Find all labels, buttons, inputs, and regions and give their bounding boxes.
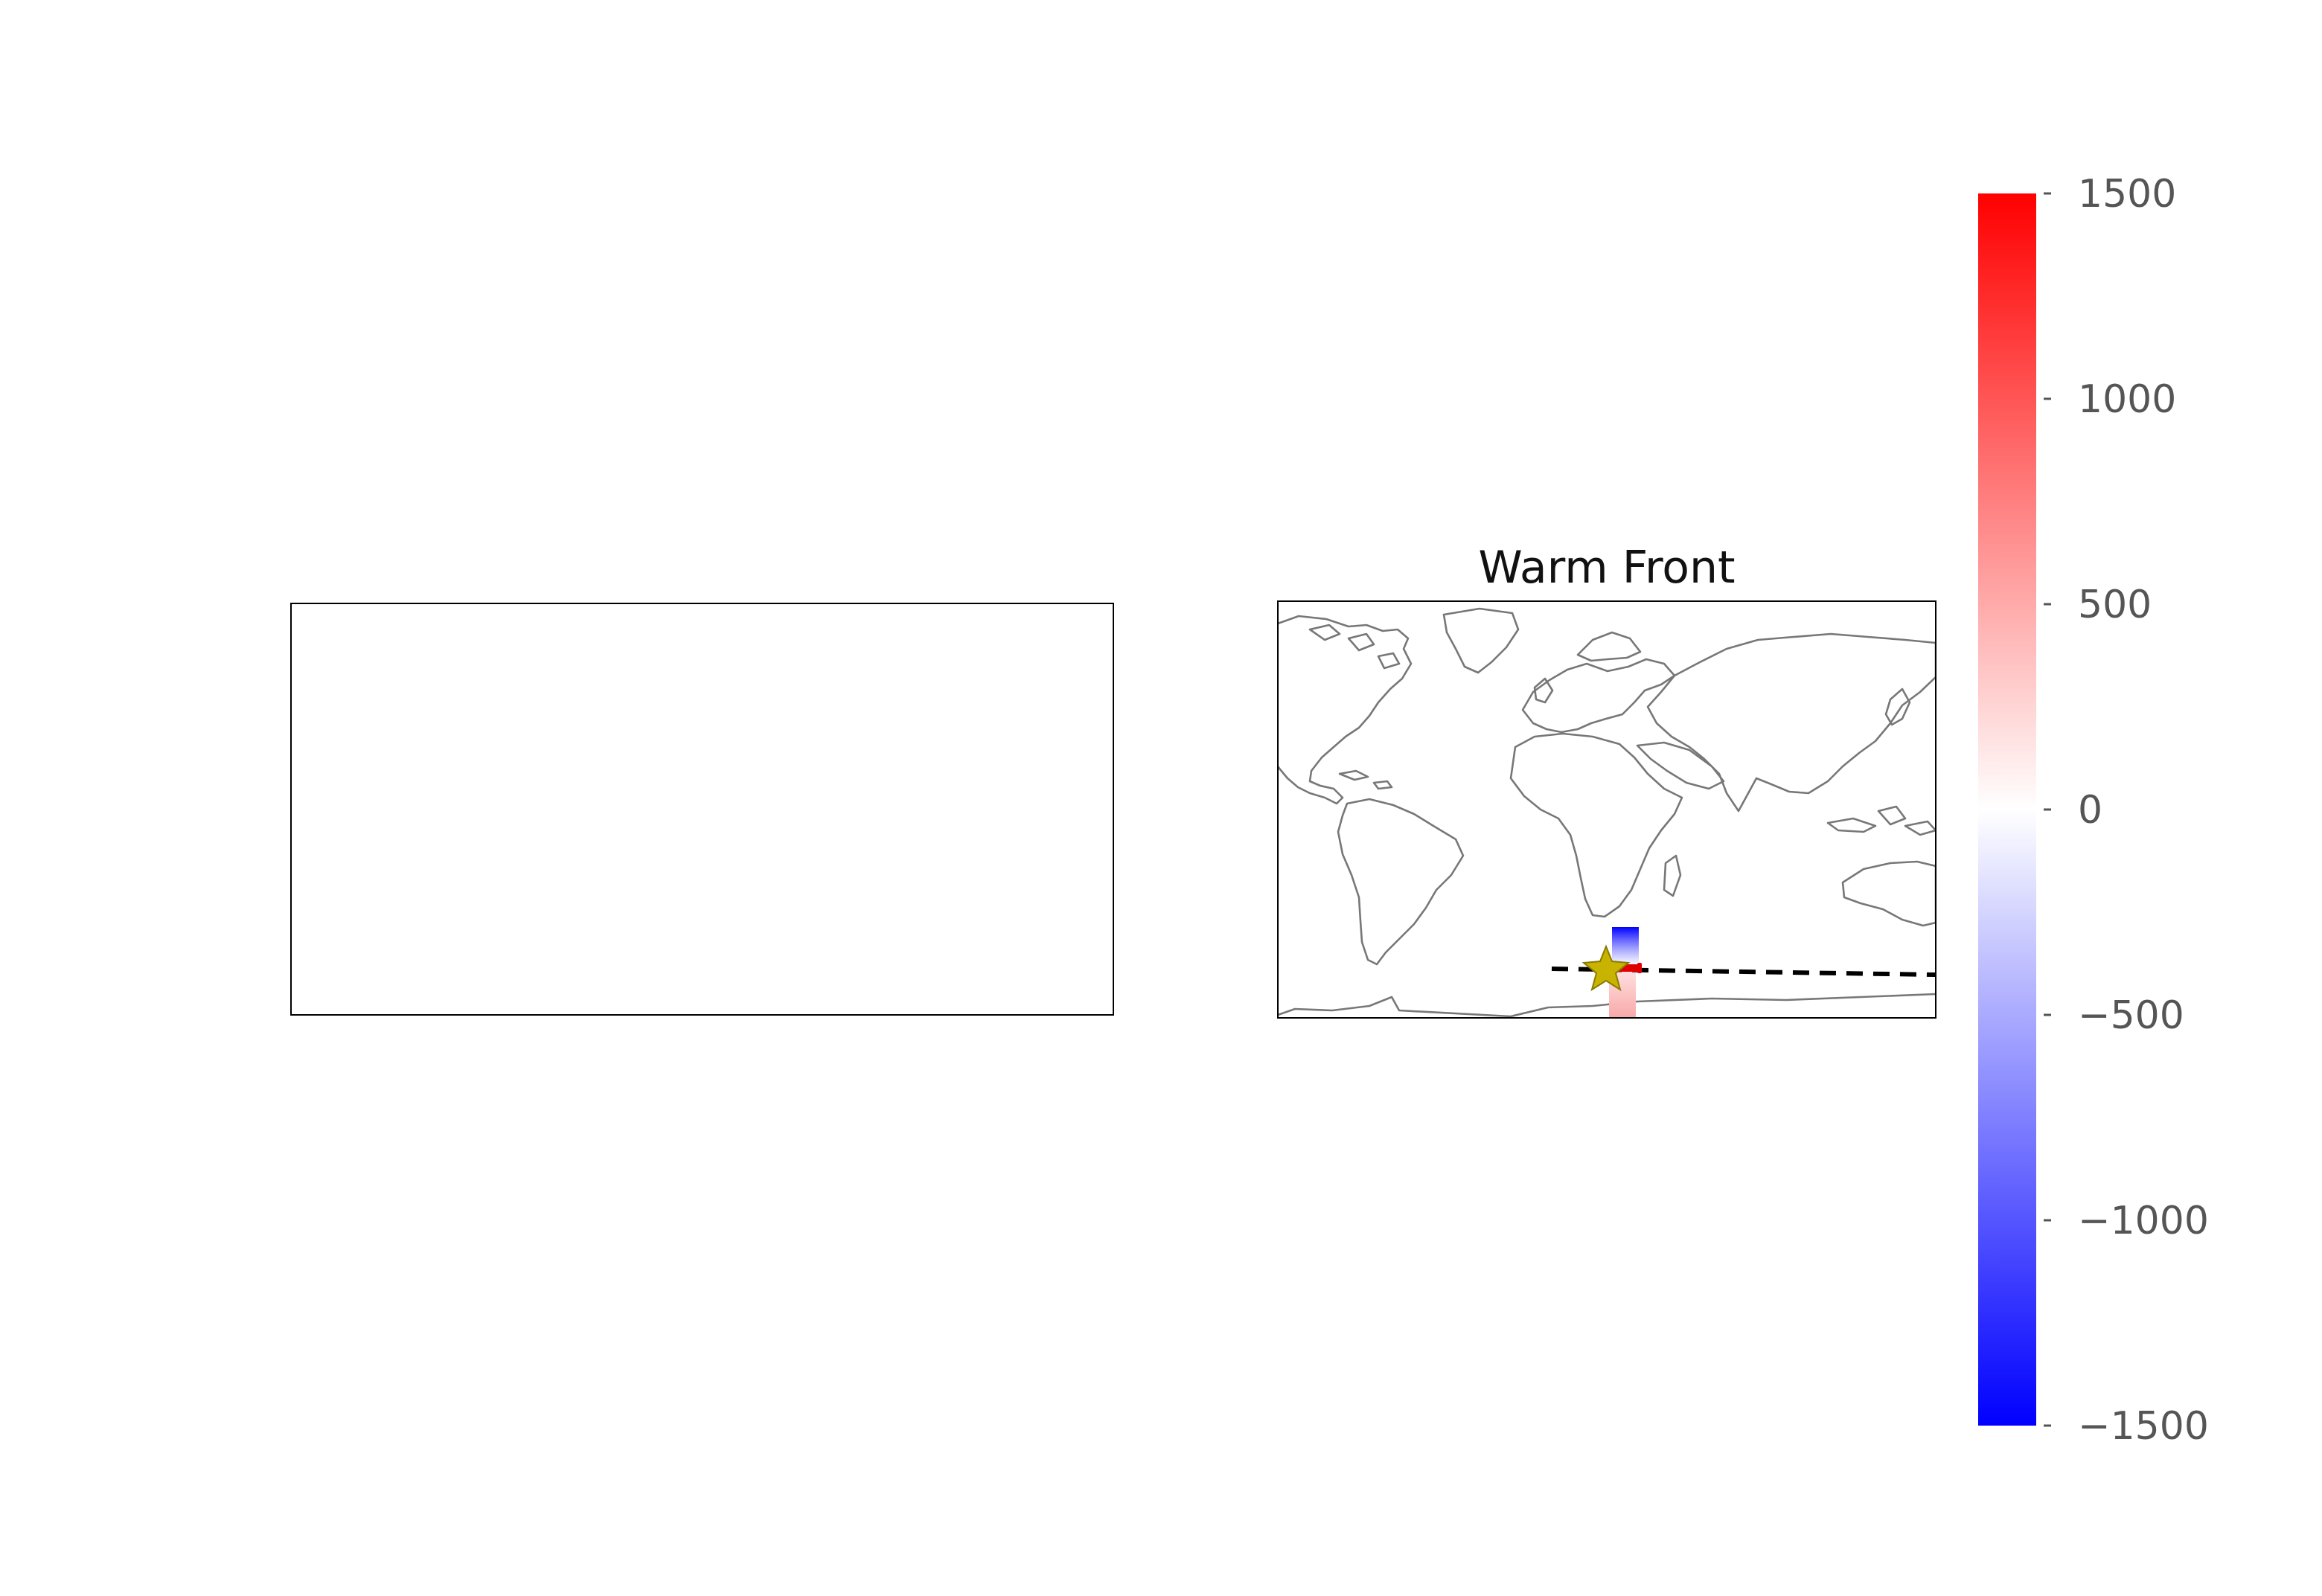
colorbar-tick-label: 1000 xyxy=(2078,377,2176,422)
colorbar-tick-label: 500 xyxy=(2078,583,2152,627)
coastline-asia xyxy=(1646,632,1936,813)
negative-field-patch xyxy=(1612,927,1639,966)
colorbar-gradient xyxy=(1978,193,2036,1426)
coastline-africa xyxy=(1509,732,1683,918)
coastline-scandinavia xyxy=(1576,631,1642,662)
colorbar-tick-label: −500 xyxy=(2078,993,2184,1038)
coastline-antarctica xyxy=(1278,993,1936,1018)
coastline-japan xyxy=(1884,688,1911,726)
colorbar-tick-label: 0 xyxy=(2078,788,2102,833)
coastline-south-america xyxy=(1337,798,1465,966)
map-content xyxy=(1278,607,1936,1018)
right-map-panel: Warm Front xyxy=(1277,542,1936,1019)
coastline-greenland xyxy=(1442,607,1520,674)
colorbar-tick-label: −1000 xyxy=(2078,1199,2209,1243)
coastline-indonesia xyxy=(1826,805,1936,836)
coastline-europe xyxy=(1521,658,1676,734)
colorbar-ticks: 1500 1000 500 0 −500 −1000 −1500 xyxy=(2044,172,2209,1449)
colorbar-tick-label: −1500 xyxy=(2078,1404,2209,1449)
left-map-frame xyxy=(290,603,1114,1016)
coastline-caribbean xyxy=(1338,769,1393,790)
colorbar-tick-label: 1500 xyxy=(2078,172,2176,217)
coastline-arabia xyxy=(1636,741,1725,790)
coastline-north-america xyxy=(1278,615,1413,805)
coastline-uk xyxy=(1533,677,1554,704)
star-icon xyxy=(1581,944,1631,992)
left-map-panel xyxy=(290,603,1114,1016)
coastline-madagascar xyxy=(1663,854,1682,897)
right-map-frame xyxy=(1277,600,1936,1019)
map-title: Warm Front xyxy=(1478,542,1735,594)
coastline-arctic-islands xyxy=(1308,624,1401,670)
colorbar: 1500 1000 500 0 −500 −1000 −1500 xyxy=(1978,172,2209,1449)
coastline-australia xyxy=(1841,860,1936,927)
